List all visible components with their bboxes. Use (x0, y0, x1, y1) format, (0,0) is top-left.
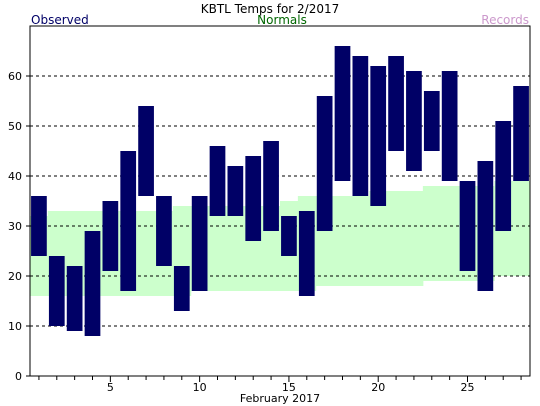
y-tick-label-20: 20 (8, 270, 22, 283)
observed-bar-day-5 (102, 201, 119, 271)
observed-bar-day-13 (245, 156, 262, 241)
y-tick-label-60: 60 (8, 70, 22, 83)
observed-bar-day-8 (156, 196, 172, 266)
observed-bar-day-22 (406, 71, 422, 171)
observed-bar-day-3 (66, 266, 83, 331)
x-tick-label-5: 5 (107, 381, 114, 394)
observed-bar-day-27 (495, 121, 512, 231)
observed-bar-day-7 (138, 106, 154, 196)
observed-bar-day-14 (263, 141, 279, 231)
normals-band-day-7 (137, 211, 156, 296)
observed-bar-day-18 (334, 46, 351, 181)
normals-band-day-20 (369, 191, 388, 286)
observed-bar-day-10 (191, 196, 208, 291)
observed-bar-day-24 (441, 71, 458, 181)
y-tick-label-50: 50 (8, 120, 22, 133)
x-tick-label-25: 25 (461, 381, 475, 394)
observed-bar-day-12 (227, 166, 244, 216)
legend-observed: Observed (31, 13, 89, 27)
observed-bar-day-25 (459, 181, 476, 271)
observed-bar-day-9 (173, 266, 190, 311)
x-tick-label-20: 20 (371, 381, 385, 394)
y-tick-label-0: 0 (15, 370, 22, 383)
y-tick-label-30: 30 (8, 220, 22, 233)
legend-records: Records (481, 13, 529, 27)
normals-band-day-18 (333, 196, 352, 286)
y-axis-ticks: 0 10 20 30 40 50 60 (8, 70, 30, 383)
normals-band-day-21 (387, 191, 406, 286)
normals-band-day-11 (208, 206, 227, 291)
observed-bar-day-21 (388, 56, 404, 151)
observed-bar-day-1 (31, 196, 47, 256)
observed-bar-day-4 (84, 231, 101, 336)
observed-bar-day-19 (352, 56, 369, 196)
normals-band-day-22 (405, 191, 424, 286)
legend-normals: Normals (257, 13, 307, 27)
x-axis-label: February 2017 (240, 392, 320, 405)
observed-bar-day-20 (370, 66, 387, 206)
x-axis-ticks: 5 10 15 20 25 (38, 376, 522, 394)
y-tick-label-40: 40 (8, 170, 22, 183)
observed-bar-day-28 (513, 86, 529, 181)
x-tick-label-10: 10 (193, 381, 207, 394)
normals-band-day-23 (422, 186, 442, 281)
observed-bar-day-6 (120, 151, 137, 291)
observed-bars-layer (31, 46, 529, 336)
x-tick-label-15: 15 (282, 381, 296, 394)
normals-band-day-28 (512, 181, 531, 276)
chart-title: KBTL Temps for 2/2017 (201, 2, 340, 16)
observed-bar-day-2 (48, 256, 65, 326)
observed-bar-day-11 (209, 146, 226, 216)
normals-band-day-19 (351, 196, 370, 286)
y-tick-label-10: 10 (8, 320, 22, 333)
observed-bar-day-17 (316, 96, 333, 231)
observed-bar-day-16 (298, 211, 315, 296)
observed-bar-day-23 (423, 91, 440, 151)
plot-frame (29, 25, 531, 377)
observed-bar-day-26 (477, 161, 494, 291)
observed-bar-day-15 (281, 216, 297, 256)
normals-band-day-12 (226, 206, 245, 291)
normals-band-day-24 (440, 186, 460, 281)
